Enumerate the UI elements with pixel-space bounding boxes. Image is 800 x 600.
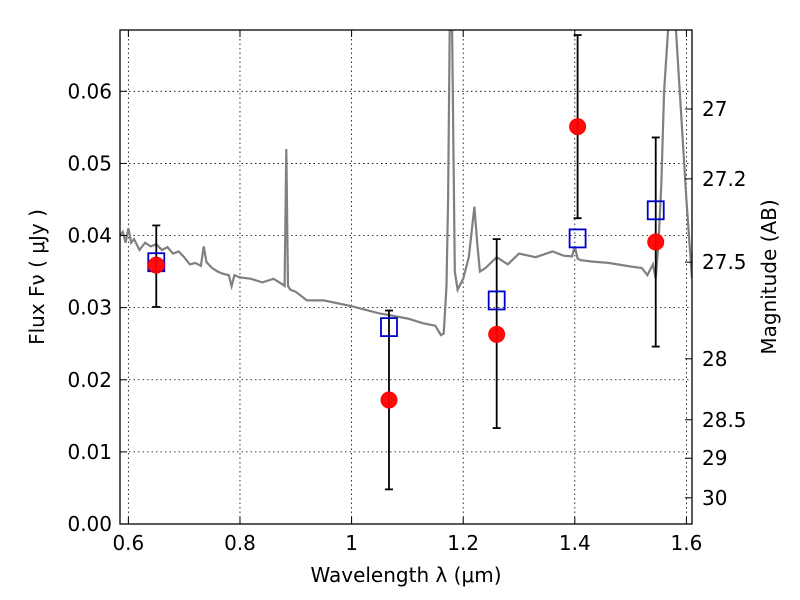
- x-tick-label: 1.2: [447, 531, 479, 555]
- y-tick-label: 0.04: [67, 224, 112, 248]
- observed-point: [647, 233, 665, 251]
- x-tick-label: 0.8: [224, 531, 256, 555]
- observed-point: [488, 325, 506, 343]
- right-tick-label: 27.5: [702, 250, 747, 274]
- model-band-square: [568, 228, 587, 249]
- y-tick-label: 0.03: [67, 296, 112, 320]
- right-tick-label: 27: [702, 97, 727, 121]
- y-axis-title: Flux Fν ( μJy ): [25, 209, 49, 345]
- spectrum-line: [120, 30, 692, 337]
- right-tick-label: 28.5: [702, 408, 747, 432]
- observed-point: [380, 391, 398, 409]
- right-tick-label: 30: [702, 486, 727, 510]
- y-tick-label: 0.05: [67, 151, 112, 175]
- plot-background: [120, 30, 692, 524]
- observed-point: [147, 256, 165, 274]
- y-axis-right: 27 27.2 27.5 28 28.5 29 30: [685, 97, 747, 510]
- model-spectrum: [120, 30, 692, 337]
- plot-frame: [119, 29, 693, 525]
- x-tick-label: 1: [345, 531, 358, 555]
- right-axis-title: Magnitude (AB): [757, 199, 781, 354]
- right-tick-label: 29: [702, 446, 727, 470]
- x-axis: 0.6 0.8 1 1.2 1.4 1.6: [112, 30, 702, 555]
- y-axis-left: 0.00 0.01 0.02 0.03 0.04 0.05 0.06: [67, 79, 127, 536]
- model-band-square: [646, 200, 665, 221]
- right-tick-label: 27.2: [702, 167, 747, 191]
- x-tick-label: 1.6: [671, 531, 703, 555]
- model-band-square: [380, 317, 398, 338]
- y-tick-label: 0.06: [67, 79, 112, 103]
- x-tick-label: 1.4: [559, 531, 591, 555]
- y-tick-label: 0.01: [67, 440, 112, 464]
- observed-markers: [147, 118, 665, 409]
- x-axis-title: Wavelength λ (μm): [310, 563, 501, 587]
- x-tick-label: 0.6: [112, 531, 144, 555]
- observed-point: [569, 118, 587, 136]
- model-band-square: [487, 290, 506, 311]
- y-tick-label: 0.02: [67, 368, 112, 392]
- y-tick-label: 0.00: [67, 512, 112, 536]
- right-tick-label: 28: [702, 347, 727, 371]
